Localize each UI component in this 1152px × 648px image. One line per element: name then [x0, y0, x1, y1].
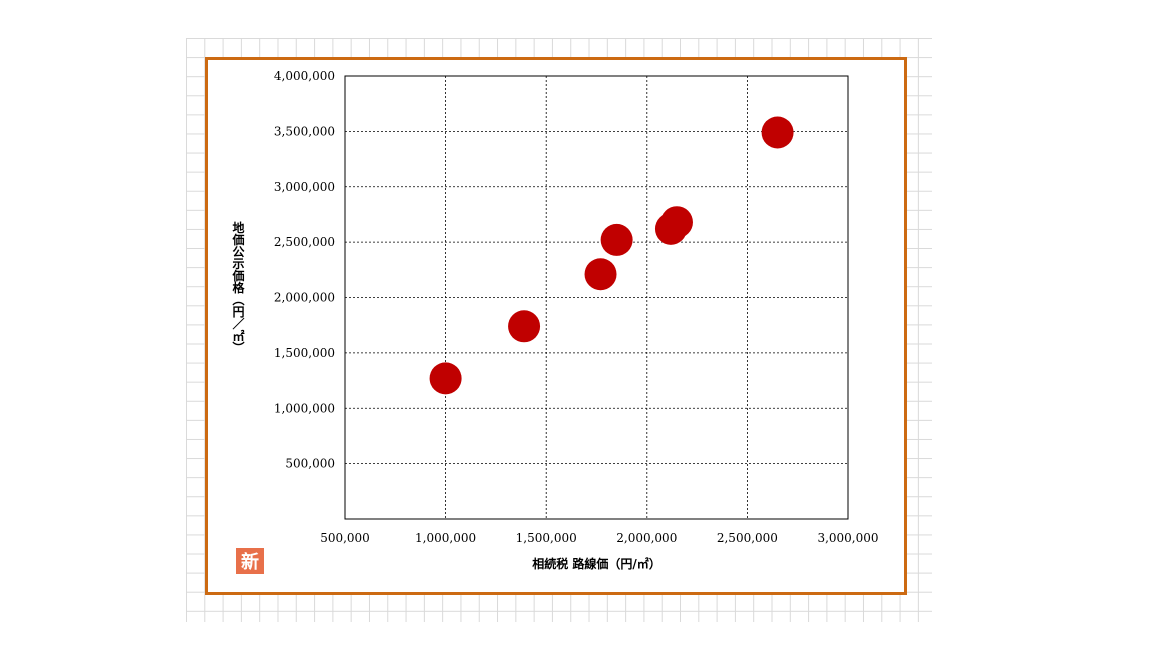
- data-point: [508, 310, 541, 343]
- y-tick-label: 3,500,000: [274, 124, 335, 138]
- y-tick-label: 2,500,000: [274, 235, 335, 249]
- x-tick-label: 500,000: [320, 531, 370, 545]
- plot-area: [344, 75, 849, 520]
- data-point: [584, 258, 617, 291]
- x-axis-title: 相続税 路線価（円/㎡）: [532, 556, 661, 571]
- x-tick-label: 1,000,000: [415, 531, 476, 545]
- y-tick-label: 4,000,000: [274, 69, 335, 83]
- x-tick-label: 2,500,000: [717, 531, 778, 545]
- y-tick-label: 500,000: [285, 457, 335, 471]
- data-point: [600, 223, 633, 256]
- y-tick-label: 1,500,000: [274, 346, 335, 360]
- y-tick-label: 1,000,000: [274, 401, 335, 415]
- data-points: [429, 116, 794, 395]
- y-axis-title: 地価公示価格（円／㎡）: [231, 220, 245, 353]
- x-tick-label: 3,000,000: [817, 531, 878, 545]
- chart-frame: [205, 57, 907, 595]
- y-tick-label: 2,000,000: [274, 291, 335, 305]
- x-tick-label: 2,000,000: [616, 531, 677, 545]
- data-point: [761, 116, 794, 149]
- new-badge-icon: 新: [236, 548, 264, 574]
- x-tick-label: 1,500,000: [516, 531, 577, 545]
- data-point: [429, 362, 462, 395]
- data-point: [660, 206, 693, 239]
- x-axis-ticks: 500,000 1,000,000 1,500,000 2,000,000 2,500,…: [320, 531, 878, 545]
- y-tick-label: 3,000,000: [274, 180, 335, 194]
- grid-lines: [345, 76, 848, 519]
- y-axis-ticks: 500,000 1,000,000 1,500,000 2,000,000 2,500,…: [274, 69, 335, 471]
